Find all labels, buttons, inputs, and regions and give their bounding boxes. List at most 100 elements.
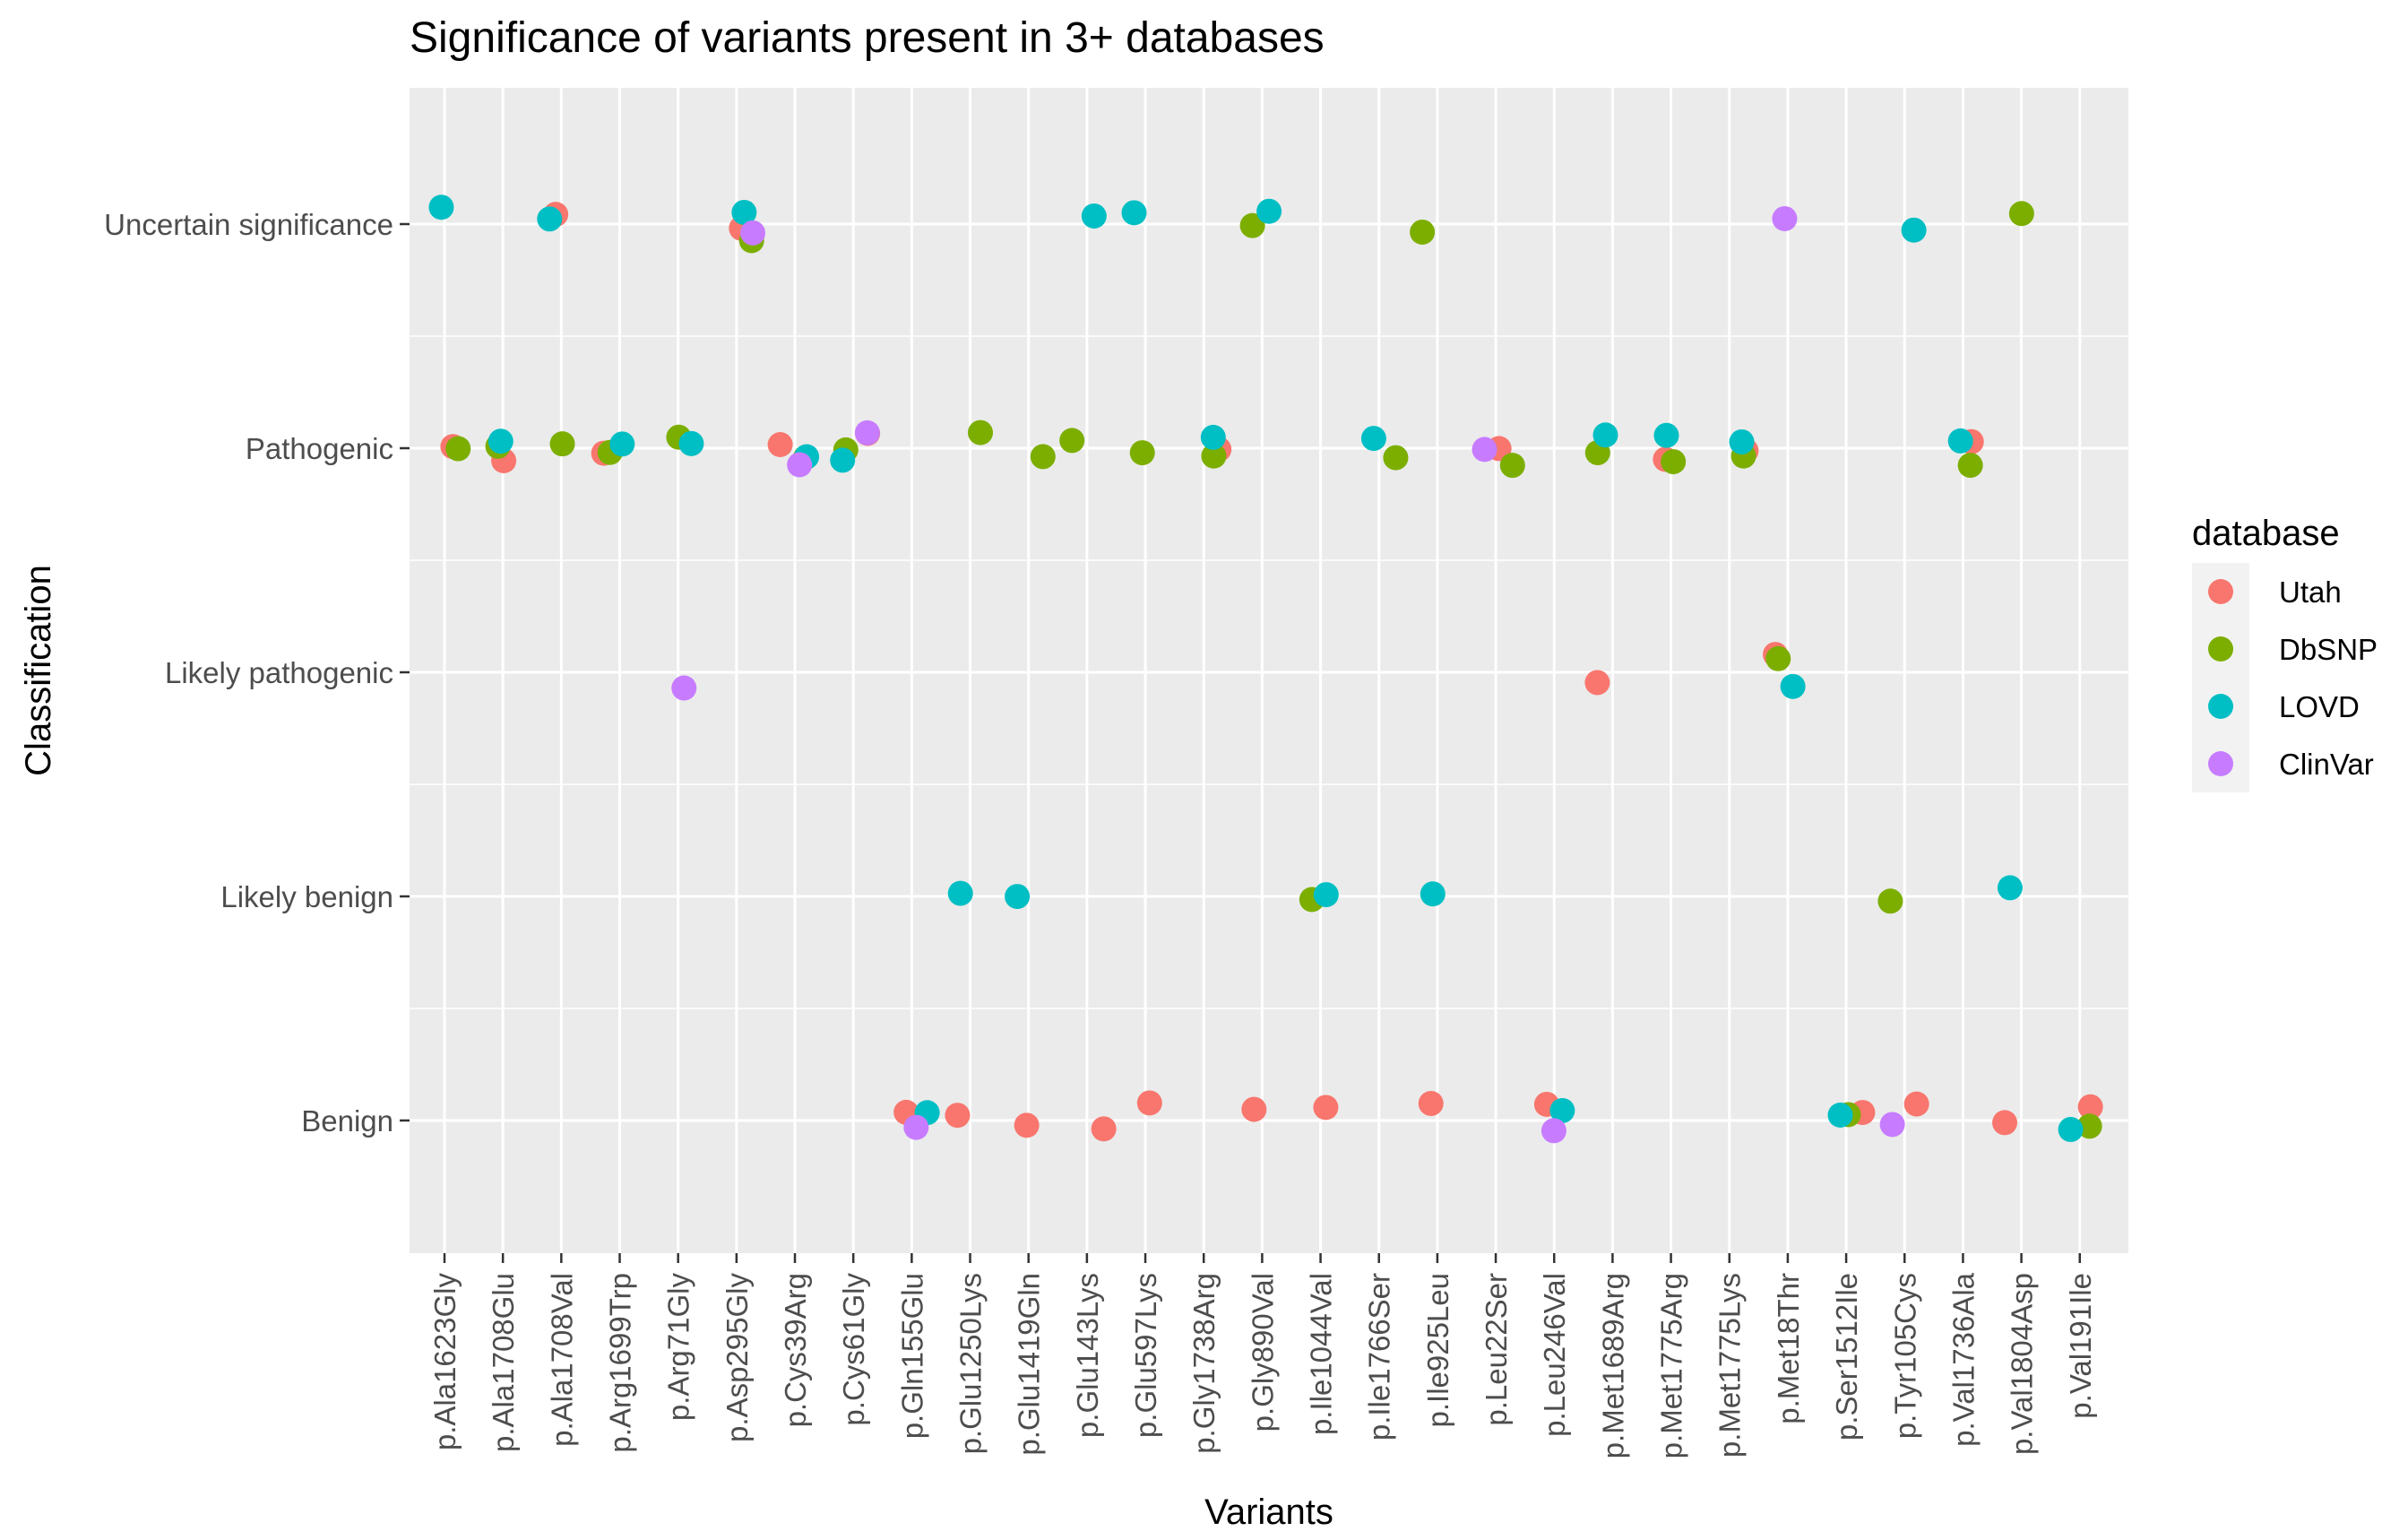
grid: [410, 88, 2128, 1253]
point-utah: [1992, 1110, 2018, 1136]
point-dbsnp: [1410, 219, 1436, 245]
point-utah: [1903, 1091, 1929, 1117]
point-dbsnp: [1765, 645, 1791, 671]
x-axis: p.Ala1623Gly p.Ala1708Glu p.Ala1708Val p.Ar…: [428, 1253, 2097, 1458]
x-tick-label: p.Ala1623Gly: [428, 1273, 462, 1451]
legend-title: database: [2192, 514, 2340, 553]
x-tick-label: p.Arg1699Trp: [604, 1273, 637, 1453]
point-lovd: [1827, 1103, 1853, 1129]
x-tick-label: p.Leu246Val: [1538, 1273, 1571, 1437]
y-tick-label: Likely pathogenic: [165, 656, 393, 689]
point-lovd: [731, 199, 757, 225]
legend-point-utah: [2208, 579, 2233, 604]
x-tick-label: p.Glu143Lys: [1071, 1273, 1104, 1438]
point-utah: [1241, 1096, 1267, 1122]
x-tick-label: p.Val191Ile: [2064, 1273, 2097, 1419]
x-tick-label: p.Glu597Lys: [1129, 1273, 1162, 1438]
point-dbsnp: [1239, 212, 1265, 238]
point-utah: [1584, 670, 1610, 696]
point-clinvar: [740, 220, 766, 246]
point-lovd: [1256, 198, 1282, 224]
point-lovd: [1780, 673, 1806, 699]
point-clinvar: [1772, 205, 1798, 231]
x-tick-label: p.Tyr105Cys: [1888, 1273, 1921, 1439]
point-clinvar: [787, 452, 813, 478]
plot-panel: [410, 88, 2128, 1253]
point-clinvar: [671, 675, 697, 701]
point-dbsnp: [1661, 449, 1687, 475]
point-utah: [1136, 1090, 1162, 1116]
x-tick-label: p.Ile925Leu: [1421, 1273, 1454, 1428]
legend-label: DbSNP: [2279, 633, 2378, 666]
x-tick-label: p.Gly890Val: [1246, 1273, 1279, 1432]
point-lovd: [1420, 881, 1446, 907]
x-tick-label: p.Ser1512Ile: [1830, 1273, 1863, 1441]
x-tick-label: p.Met1689Arg: [1596, 1273, 1629, 1458]
x-tick-label: p.Ala1708Val: [545, 1273, 578, 1447]
legend-label: ClinVar: [2279, 748, 2374, 781]
point-lovd: [678, 430, 704, 456]
point-lovd: [1313, 882, 1339, 908]
x-axis-title: Variants: [1204, 1492, 1333, 1532]
x-tick-label: p.Leu22Ser: [1480, 1273, 1513, 1426]
point-lovd: [1947, 428, 1973, 454]
x-tick-label: p.Met18Thr: [1772, 1273, 1805, 1424]
legend-point-clinvar: [2208, 751, 2233, 776]
point-utah: [767, 431, 793, 457]
point-lovd: [1997, 875, 2023, 901]
point-lovd: [537, 206, 563, 232]
point-lovd: [488, 428, 514, 454]
point-dbsnp: [549, 431, 575, 457]
x-tick-label: p.Cys39Arg: [779, 1273, 812, 1427]
x-tick-label: p.Cys61Gly: [837, 1273, 870, 1426]
point-clinvar: [903, 1114, 929, 1140]
point-dbsnp: [2076, 1113, 2102, 1139]
point-utah: [1313, 1094, 1339, 1120]
x-tick-label: p.Met1775Lys: [1713, 1273, 1747, 1458]
point-lovd: [1081, 203, 1107, 229]
point-clinvar: [1541, 1118, 1566, 1144]
point-lovd: [1729, 428, 1755, 454]
point-clinvar: [1472, 437, 1497, 463]
legend: database Utah DbSNP LOVD ClinVar: [2192, 514, 2378, 792]
point-dbsnp: [1383, 445, 1409, 471]
legend-label: LOVD: [2279, 690, 2360, 723]
point-utah: [1418, 1091, 1444, 1117]
point-lovd: [1549, 1097, 1575, 1123]
y-tick-label: Benign: [301, 1104, 393, 1138]
point-utah: [945, 1103, 971, 1129]
point-lovd: [1005, 884, 1031, 910]
point-dbsnp: [1201, 443, 1227, 469]
point-utah: [1014, 1112, 1040, 1138]
point-clinvar: [1879, 1112, 1905, 1138]
point-dbsnp: [1129, 440, 1155, 466]
chart-title: Significance of variants present in 3+ d…: [410, 14, 1325, 62]
point-lovd: [830, 447, 856, 473]
y-tick-label: Pathogenic: [246, 432, 393, 465]
point-clinvar: [854, 420, 880, 446]
x-tick-label: p.Met1775Arg: [1655, 1273, 1688, 1458]
x-tick-label: p.Glu1250Lys: [954, 1273, 988, 1454]
point-utah: [2077, 1094, 2103, 1120]
y-tick-label: Likely benign: [220, 880, 393, 913]
point-dbsnp: [1059, 428, 1085, 454]
legend-label: Utah: [2279, 575, 2342, 609]
y-axis: Benign Likely benign Likely pathogenic Path…: [104, 208, 410, 1138]
point-dbsnp: [445, 436, 471, 462]
x-tick-label: p.Asp295Gly: [721, 1273, 754, 1442]
x-tick-label: p.Glu1419Gln: [1013, 1273, 1046, 1456]
point-lovd: [1360, 426, 1386, 452]
point-dbsnp: [2008, 201, 2034, 227]
x-tick-label: p.Gln155Glu: [895, 1273, 928, 1439]
legend-point-lovd: [2208, 694, 2233, 719]
x-tick-label: p.Val1804Asp: [2006, 1273, 2039, 1455]
x-tick-label: p.Val1736Ala: [1946, 1272, 1980, 1447]
point-lovd: [1121, 200, 1147, 226]
x-tick-label: p.Ile1766Ser: [1363, 1273, 1396, 1441]
point-dbsnp: [1877, 888, 1903, 914]
point-dbsnp: [1030, 444, 1056, 470]
point-lovd: [1901, 217, 1927, 243]
x-tick-label: p.Ile1044Val: [1305, 1273, 1338, 1435]
point-lovd: [1200, 424, 1226, 450]
